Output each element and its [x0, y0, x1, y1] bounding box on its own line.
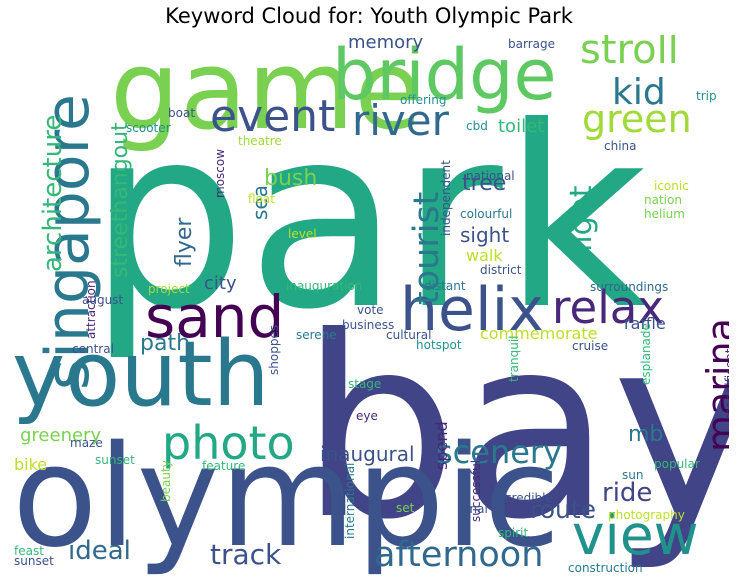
- word-photo: photo: [162, 416, 295, 470]
- word-sunset: sunset: [14, 554, 54, 568]
- word-commemorate: commemorate: [480, 324, 598, 343]
- word-flyer: flyer: [172, 217, 197, 267]
- word-incredible: incredible: [494, 491, 553, 505]
- word-sand: sand: [145, 283, 285, 351]
- word-bush: bush: [264, 166, 318, 191]
- word-bike: bike: [14, 455, 48, 474]
- word-shoppes: shoppes: [267, 324, 281, 375]
- word-district: district: [480, 263, 522, 277]
- word-event: event: [210, 91, 336, 142]
- word-walk: walk: [466, 246, 503, 265]
- word-hotspot: hotspot: [416, 338, 462, 352]
- word-olympic: olympic: [12, 416, 561, 576]
- word-colourful: colourful: [460, 207, 513, 221]
- word-track: track: [210, 538, 282, 571]
- word-bridge: bridge: [332, 35, 557, 116]
- word-youth: youth: [12, 322, 270, 427]
- word-project: project: [148, 282, 190, 296]
- word-inaugural: inaugural: [320, 442, 415, 466]
- word-spirit: spirit: [498, 526, 529, 540]
- word-esplanade: esplanade: [639, 323, 653, 385]
- word-business: business: [342, 318, 395, 332]
- word-iconic: iconic: [654, 179, 689, 193]
- word-cloud: park bay olympic youth game bridge helix sand vi…: [9, 35, 729, 576]
- word-relax: relax: [552, 281, 664, 334]
- word-magnificent: magnificent: [723, 348, 729, 420]
- word-august: august: [82, 293, 124, 307]
- word-game: game: [110, 35, 423, 154]
- word-mb: mb: [628, 422, 664, 447]
- word-city: city: [204, 273, 237, 294]
- word-green: green: [582, 97, 692, 141]
- word-national: national: [466, 169, 515, 183]
- word-set: set: [396, 501, 415, 515]
- word-light: light: [564, 185, 599, 253]
- word-scooter: scooter: [126, 121, 171, 135]
- word-path: path: [140, 331, 191, 356]
- word-stage: stage: [348, 377, 382, 391]
- word-photography: photography: [608, 508, 685, 522]
- word-route: route: [530, 495, 597, 524]
- word-afternoon: afternoon: [374, 535, 544, 575]
- word-final: final: [462, 502, 488, 516]
- word-bay: bay: [300, 283, 729, 574]
- word-float: float: [248, 192, 275, 206]
- word-cultural: cultural: [386, 328, 432, 342]
- word-offering: offering: [400, 93, 447, 107]
- word-park: park: [88, 73, 648, 364]
- word-boat: boat: [168, 106, 196, 120]
- word-kid: kid: [612, 72, 666, 113]
- word-eye: eye: [356, 409, 378, 423]
- word-sun: sun: [622, 468, 644, 482]
- word-ideal: ideal: [68, 536, 131, 566]
- word-attraction: attraction: [84, 280, 98, 339]
- word-popular: popular: [654, 457, 700, 471]
- word-memory: memory: [348, 35, 424, 53]
- word-spend: spend: [432, 421, 451, 470]
- word-ride: ride: [602, 478, 653, 508]
- word-independent: independent: [439, 160, 453, 236]
- word-streethangout: streethangout: [108, 122, 133, 278]
- word-moscow: moscow: [213, 148, 227, 198]
- word-serene: serene: [296, 328, 337, 342]
- word-international: international: [343, 462, 357, 539]
- word-helium: helium: [644, 207, 685, 221]
- word-toilet: toilet: [498, 116, 545, 137]
- word-construction: construction: [568, 561, 643, 575]
- word-inauguration: inauguration: [286, 279, 363, 293]
- word-cbd: cbd: [466, 119, 488, 133]
- word-stroll: stroll: [580, 35, 679, 73]
- word-level: level: [288, 227, 317, 241]
- word-cruise: cruise: [572, 339, 609, 353]
- word-beauty: beauty: [159, 460, 173, 502]
- word-feast: feast: [14, 544, 44, 558]
- word-barrage: barrage: [508, 37, 555, 51]
- word-theatre: theatre: [238, 134, 282, 148]
- chart-title: Keyword Cloud for: Youth Olympic Park: [165, 4, 573, 28]
- word-surroundings: surroundings: [590, 280, 669, 294]
- word-raffle: raffle: [624, 314, 666, 333]
- word-sunset: sunset: [95, 453, 135, 467]
- word-vote: vote: [357, 303, 384, 317]
- word-feature: feature: [202, 459, 246, 473]
- word-sight: sight: [460, 223, 510, 247]
- word-tree: tree: [462, 171, 507, 196]
- word-river: river: [352, 96, 449, 145]
- word-trip: trip: [696, 89, 717, 103]
- word-greenery: greenery: [20, 425, 102, 446]
- word-architecture: architecture: [38, 114, 68, 272]
- word-nation: nation: [644, 193, 682, 207]
- word-helix: helix: [400, 275, 544, 345]
- word-maze: maze: [70, 436, 103, 450]
- word-distant: distant: [424, 279, 466, 293]
- word-central: central: [72, 342, 114, 356]
- word-view: view: [572, 503, 699, 567]
- word-china: china: [604, 139, 637, 153]
- word-scenery: scenery: [436, 433, 563, 471]
- word-tranquil: tranquil: [507, 335, 521, 383]
